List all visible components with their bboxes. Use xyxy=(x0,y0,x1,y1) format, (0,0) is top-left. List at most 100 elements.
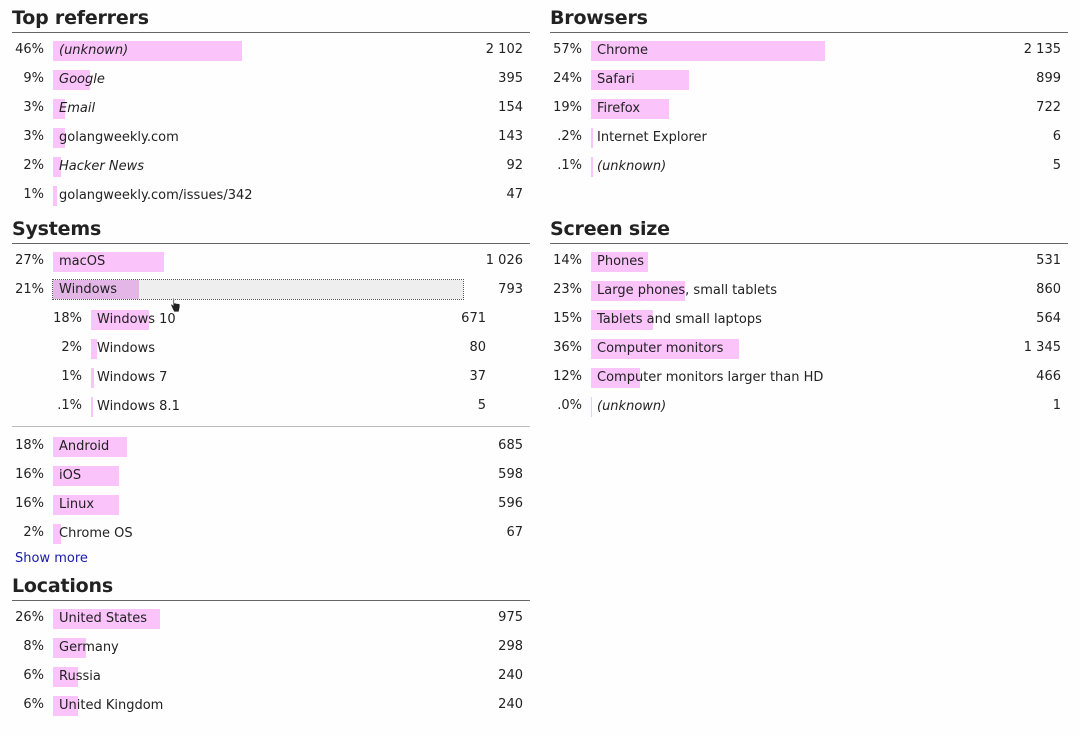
table-row[interactable]: 9% Google 395 xyxy=(12,64,530,93)
screen-section: Screen size 14% Phones 531 23% Large phones,… xyxy=(550,217,1068,420)
subtable-row[interactable]: .1% Windows 8.1 5 xyxy=(12,391,530,420)
subtable-row[interactable]: 2% Windows 80 xyxy=(12,333,530,362)
table-row[interactable]: 24% Safari 899 xyxy=(550,64,1068,93)
bar-track[interactable]: Russia xyxy=(53,667,463,687)
row-percent: 27% xyxy=(15,253,44,268)
bar-track[interactable]: Windows 8.1 xyxy=(91,397,411,417)
row-label: Tablets and small laptops xyxy=(597,312,762,327)
table-row[interactable]: 46% (unknown) 2 102 xyxy=(12,35,530,64)
row-label: Russia xyxy=(59,669,101,684)
percentage-bar xyxy=(53,524,62,544)
row-count: 80 xyxy=(469,340,486,355)
table-row[interactable]: 19% Firefox 722 xyxy=(550,93,1068,122)
percentage-bar xyxy=(591,128,593,148)
row-label: Safari xyxy=(597,72,635,87)
table-row[interactable]: 3% golangweekly.com 143 xyxy=(12,122,530,151)
table-row[interactable]: 3% Email 154 xyxy=(12,93,530,122)
table-row[interactable]: .2% Internet Explorer 6 xyxy=(550,122,1068,151)
bar-track[interactable]: (unknown) xyxy=(591,397,1001,417)
bar-track[interactable]: Linux xyxy=(53,495,463,515)
table-row[interactable]: 16% iOS 598 xyxy=(12,460,530,489)
row-percent: 23% xyxy=(553,282,582,297)
bar-track[interactable]: golangweekly.com xyxy=(53,128,463,148)
bar-track[interactable]: Phones xyxy=(591,252,1001,272)
bar-track[interactable]: Windows 10 xyxy=(91,310,411,330)
subtable-row[interactable]: 1% Windows 7 37 xyxy=(12,362,530,391)
screen-rows: 14% Phones 531 23% Large phones, small table… xyxy=(550,246,1068,420)
table-row[interactable]: 14% Phones 531 xyxy=(550,246,1068,275)
table-row[interactable]: 36% Computer monitors 1 345 xyxy=(550,333,1068,362)
bar-track[interactable]: Hacker News xyxy=(53,157,463,177)
show-more-link[interactable]: Show more xyxy=(15,551,88,566)
table-row[interactable]: 26% United States 975 xyxy=(12,603,530,632)
row-count: 793 xyxy=(498,282,523,297)
bar-track[interactable]: Windows 7 xyxy=(91,368,411,388)
row-label: Germany xyxy=(59,640,119,655)
percentage-bar xyxy=(91,339,98,359)
table-row[interactable]: 2% Chrome OS 67 xyxy=(12,518,530,547)
table-row[interactable]: 8% Germany 298 xyxy=(12,632,530,661)
row-label: Google xyxy=(59,72,105,87)
percentage-bar xyxy=(591,368,641,388)
table-row[interactable]: .0% (unknown) 1 xyxy=(550,391,1068,420)
row-count: 298 xyxy=(498,639,523,654)
browsers-section: Browsers 57% Chrome 2 135 24% Safari 899 19% Fi… xyxy=(550,6,1068,180)
row-percent: 2% xyxy=(23,525,44,540)
bar-track[interactable]: Computer monitors xyxy=(591,339,1001,359)
table-row[interactable]: 2% Hacker News 92 xyxy=(12,151,530,180)
subtable-row[interactable]: 18% Windows 10 671 xyxy=(12,304,530,333)
row-count: 671 xyxy=(461,311,486,326)
bar-track[interactable]: United States xyxy=(53,609,463,629)
row-label: macOS xyxy=(59,254,106,269)
row-percent: .1% xyxy=(557,158,582,173)
bar-track[interactable]: Android xyxy=(53,437,463,457)
row-label: Windows xyxy=(97,341,156,356)
bar-track[interactable]: Windows xyxy=(52,279,464,300)
bar-track[interactable]: (unknown) xyxy=(591,157,1001,177)
bar-track[interactable]: Google xyxy=(53,70,463,90)
row-percent: 1% xyxy=(23,187,44,202)
row-percent: 15% xyxy=(553,311,582,326)
table-row[interactable]: 57% Chrome 2 135 xyxy=(550,35,1068,64)
table-row[interactable]: 27% macOS 1 026 xyxy=(12,246,530,275)
row-count: 154 xyxy=(498,100,523,115)
table-row[interactable]: 6% United Kingdom 240 xyxy=(12,690,530,719)
bar-track[interactable]: (unknown) xyxy=(53,41,463,61)
row-label: Firefox xyxy=(597,101,641,116)
table-row[interactable]: 1% golangweekly.com/issues/342 47 xyxy=(12,180,530,209)
row-count: 899 xyxy=(1036,71,1061,86)
bar-track[interactable]: United Kingdom xyxy=(53,696,463,716)
bar-track[interactable]: Internet Explorer xyxy=(591,128,1001,148)
bar-track[interactable]: Germany xyxy=(53,638,463,658)
bar-track[interactable]: Chrome xyxy=(591,41,1001,61)
systems-windows-subrows: 18% Windows 10 671 2% Windows 80 1% Windows 7 37… xyxy=(12,304,530,427)
row-label: Windows xyxy=(59,282,118,297)
row-count: 531 xyxy=(1036,253,1061,268)
bar-track[interactable]: Email xyxy=(53,99,463,119)
table-row[interactable]: 15% Tablets and small laptops 564 xyxy=(550,304,1068,333)
bar-track[interactable]: Large phones, small tablets xyxy=(591,281,1001,301)
table-row[interactable]: 23% Large phones, small tablets 860 xyxy=(550,275,1068,304)
table-row[interactable]: 12% Computer monitors larger than HD 466 xyxy=(550,362,1068,391)
table-row[interactable]: 6% Russia 240 xyxy=(12,661,530,690)
bar-track[interactable]: Safari xyxy=(591,70,1001,90)
bar-track[interactable]: Chrome OS xyxy=(53,524,463,544)
row-count: 466 xyxy=(1036,369,1061,384)
bar-track[interactable]: Tablets and small laptops xyxy=(591,310,1001,330)
row-label: Android xyxy=(59,439,110,454)
table-row[interactable]: 16% Linux 596 xyxy=(12,489,530,518)
hand-pointer-icon xyxy=(169,297,181,313)
bar-track[interactable]: Firefox xyxy=(591,99,1001,119)
table-row[interactable]: .1% (unknown) 5 xyxy=(550,151,1068,180)
bar-track[interactable]: golangweekly.com/issues/342 xyxy=(53,186,463,206)
bar-track[interactable]: Computer monitors larger than HD xyxy=(591,368,1001,388)
bar-track[interactable]: macOS xyxy=(53,252,463,272)
bar-track[interactable]: iOS xyxy=(53,466,463,486)
row-label: golangweekly.com/issues/342 xyxy=(59,188,253,203)
row-count: 598 xyxy=(498,467,523,482)
row-percent: 8% xyxy=(23,639,44,654)
row-count: 1 xyxy=(1052,398,1061,413)
table-row[interactable]: 18% Android 685 xyxy=(12,431,530,460)
table-row[interactable]: 21% Windows 793 xyxy=(12,275,530,304)
bar-track[interactable]: Windows xyxy=(91,339,411,359)
